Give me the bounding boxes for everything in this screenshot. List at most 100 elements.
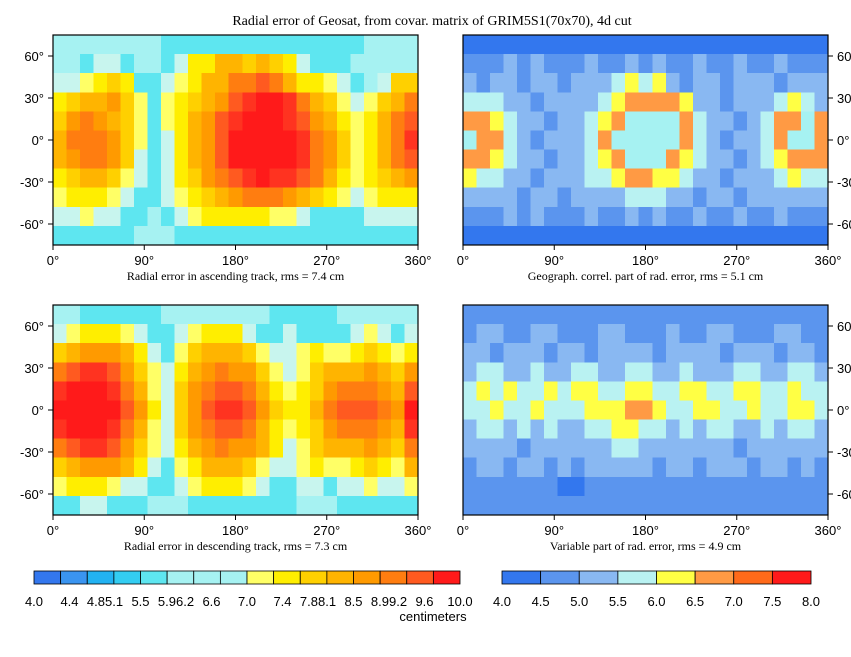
heat-cell [174,92,189,112]
heat-cell [584,305,599,325]
heat-cell [309,381,324,402]
heat-cell [323,495,338,516]
heat-cell [503,111,518,132]
heat-cell [476,495,491,516]
heat-cell [404,343,419,363]
heat-cell [336,362,352,382]
heat-cell [269,206,284,227]
heat-cell [377,324,392,344]
heat-cell [652,438,667,459]
heat-cell [557,73,572,93]
heat-cell [517,187,532,208]
heat-cell [571,92,586,112]
heat-cell [476,343,491,363]
heat-cell [107,362,122,382]
heat-cell [463,438,478,459]
heat-cell [490,149,505,170]
heat-cell [800,168,816,189]
heat-cell [363,206,379,227]
heat-cell [598,54,613,74]
heat-cell [571,73,586,93]
heat-cell [269,92,284,112]
heat-cell [490,168,505,189]
heat-cell [638,168,653,189]
heat-cell [147,187,162,208]
heat-cell [746,343,762,363]
heat-cell [692,225,707,246]
heat-cell [66,324,81,344]
heat-cell [530,305,545,325]
heat-cell [188,476,203,497]
colorbar-swatch [166,570,195,585]
heat-cell [350,206,365,227]
heat-cell [66,35,81,55]
heat-cell [463,111,478,132]
heat-cell [255,206,270,227]
heat-cell [773,187,789,208]
heat-cell [530,438,545,459]
y-tick-label: 60° [837,49,851,64]
heat-cell [242,381,257,402]
heat-cell [503,168,518,189]
heat-cell [490,92,505,112]
heat-cell [215,457,230,478]
heat-cell [760,73,775,93]
heat-cell [800,476,816,497]
heat-cell [571,362,586,382]
heat-cell [746,400,762,421]
heat-cell [652,111,667,132]
heat-cell [390,495,406,516]
heat-cell [571,206,586,227]
heat-cell [309,92,324,112]
heat-cell [228,149,243,170]
heat-cell [733,54,748,74]
heat-cell [80,149,95,170]
heat-cell [598,419,613,440]
heat-cell [363,495,379,516]
heat-cell [120,476,135,497]
colorbar-swatch [578,570,619,585]
heat-cell [66,130,81,151]
heat-cell [584,92,599,112]
heat-cell [404,438,419,459]
heat-cell [692,168,707,189]
heat-cell [463,362,478,382]
heat-cell [598,225,613,246]
heat-cell [746,381,762,402]
heat-cell [93,362,108,382]
heat-cell [296,35,311,55]
heat-cell [706,362,721,382]
heat-cell [80,343,95,363]
heat-cell [625,187,640,208]
heat-cell [652,457,667,478]
heat-cell [174,476,189,497]
heat-cell [66,187,81,208]
y-tick-label: -60° [837,487,851,502]
heat-cell [746,225,762,246]
heat-cell [309,343,324,363]
heat-cell [215,343,230,363]
colorbar-label: 7.0 [725,594,743,609]
heat-cell [665,476,680,497]
heat-cell [147,54,162,74]
heat-cell [242,92,257,112]
heat-cell [147,206,162,227]
heat-cell [363,362,379,382]
heat-cell [228,92,243,112]
heat-cell [377,206,392,227]
heat-cell [463,400,478,421]
heat-cell [814,130,829,151]
heat-cell [638,225,653,246]
heat-cell [760,54,775,74]
heat-cell [503,495,518,516]
heat-cell [161,130,176,151]
heat-cell [282,149,297,170]
heat-cell [652,130,667,151]
heat-cell [544,187,559,208]
heat-cell [719,324,734,344]
heat-cell [517,400,532,421]
heat-cell [787,419,802,440]
heat-cell [377,457,392,478]
heat-cell [773,206,789,227]
heat-cell [80,476,95,497]
